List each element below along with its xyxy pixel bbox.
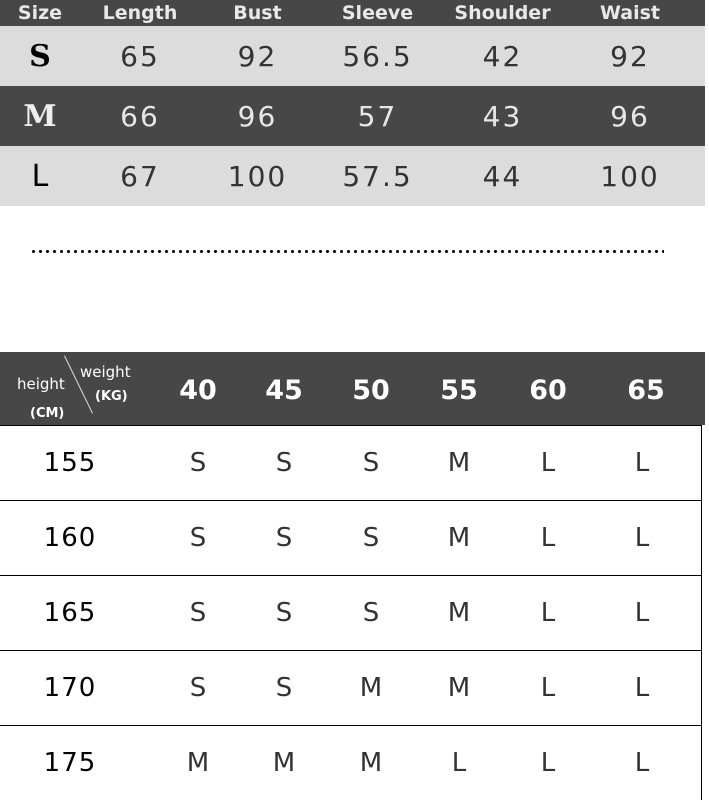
length-value: 66: [120, 99, 160, 133]
size-cell: S: [362, 448, 380, 478]
recommendation-header: height (CM) weight (KG) 40 45 50 55 60 6…: [0, 352, 705, 425]
weight-55: 55: [440, 375, 478, 406]
size-cell: L: [634, 448, 650, 478]
bust-value: 100: [227, 159, 288, 193]
measurement-header-row: Size Length Bust Sleeve Shoulder Waist: [0, 0, 705, 26]
weight-50: 50: [352, 375, 390, 406]
height-label: height: [17, 375, 65, 393]
measurement-table: Size Length Bust Sleeve Shoulder Waist S…: [0, 0, 705, 206]
size-cell: L: [634, 523, 650, 553]
size-cell: L: [540, 598, 556, 628]
size-label: S: [29, 38, 51, 74]
size-cell: L: [634, 598, 650, 628]
height-value: 170: [43, 673, 97, 703]
weight-45: 45: [265, 375, 303, 406]
header-shoulder: Shoulder: [454, 2, 551, 24]
sleeve-value: 57.5: [342, 159, 413, 193]
length-value: 65: [120, 39, 160, 73]
size-cell: S: [189, 598, 207, 628]
length-value: 67: [120, 159, 160, 193]
size-label: L: [31, 158, 49, 194]
height-row-165: 165 S S S M L L: [0, 575, 701, 650]
bust-value: 96: [237, 99, 278, 133]
header-length: Length: [102, 2, 178, 24]
weight-label: weight: [80, 363, 131, 381]
size-cell: L: [634, 748, 650, 778]
size-cell: L: [451, 748, 467, 778]
size-cell: L: [540, 748, 556, 778]
height-row-160: 160 S S S M L L: [0, 500, 701, 575]
header-waist: Waist: [599, 2, 660, 24]
size-cell: M: [272, 748, 296, 778]
height-row-170: 170 S S M M L L: [0, 650, 701, 725]
size-cell: S: [189, 523, 207, 553]
weight-65: 65: [627, 375, 665, 406]
height-row-175: 175 M M M L L L: [0, 725, 701, 800]
header-sleeve: Sleeve: [341, 2, 414, 24]
size-cell: M: [447, 673, 471, 703]
size-row-l: L 67 100 57.5 44 100: [0, 146, 705, 206]
height-unit: (CM): [30, 406, 65, 421]
size-cell: L: [540, 448, 556, 478]
waist-value: 92: [610, 39, 650, 73]
dotted-divider: [30, 249, 664, 254]
header-bust: Bust: [233, 2, 282, 24]
size-cell: S: [275, 598, 293, 628]
size-cell: M: [359, 748, 383, 778]
shoulder-value: 44: [482, 159, 523, 193]
size-cell: L: [634, 673, 650, 703]
weight-40: 40: [179, 375, 217, 406]
bust-value: 92: [237, 39, 278, 73]
recommendation-table: 155 S S S M L L 160 S S S M L L 165 S S S M L L 170 S S M M L L 175 M…: [0, 425, 702, 800]
height-row-155: 155 S S S M L L: [0, 425, 701, 500]
size-cell: L: [540, 673, 556, 703]
waist-value: 96: [610, 99, 650, 133]
sleeve-value: 57: [357, 99, 398, 133]
size-cell: S: [275, 523, 293, 553]
size-row-s: S 65 92 56.5 42 92: [0, 26, 705, 86]
size-cell: M: [186, 748, 210, 778]
size-cell: M: [359, 673, 383, 703]
shoulder-value: 43: [482, 99, 523, 133]
height-value: 175: [43, 748, 97, 778]
size-label: M: [23, 98, 57, 134]
size-row-m: M 66 96 57 43 96: [0, 86, 705, 146]
height-value: 165: [43, 598, 97, 628]
size-cell: S: [362, 598, 380, 628]
waist-value: 100: [600, 159, 660, 193]
size-cell: S: [275, 673, 293, 703]
size-cell: M: [447, 448, 471, 478]
weight-60: 60: [529, 375, 567, 406]
height-value: 155: [43, 448, 97, 478]
weight-unit: (KG): [95, 389, 128, 404]
size-cell: S: [189, 448, 207, 478]
size-cell: S: [189, 673, 207, 703]
size-cell: S: [275, 448, 293, 478]
size-cell: L: [540, 523, 556, 553]
size-cell: M: [447, 598, 471, 628]
height-value: 160: [43, 523, 97, 553]
header-size: Size: [17, 2, 63, 24]
size-cell: S: [362, 523, 380, 553]
shoulder-value: 42: [482, 39, 523, 73]
sleeve-value: 56.5: [342, 39, 413, 73]
size-cell: M: [447, 523, 471, 553]
